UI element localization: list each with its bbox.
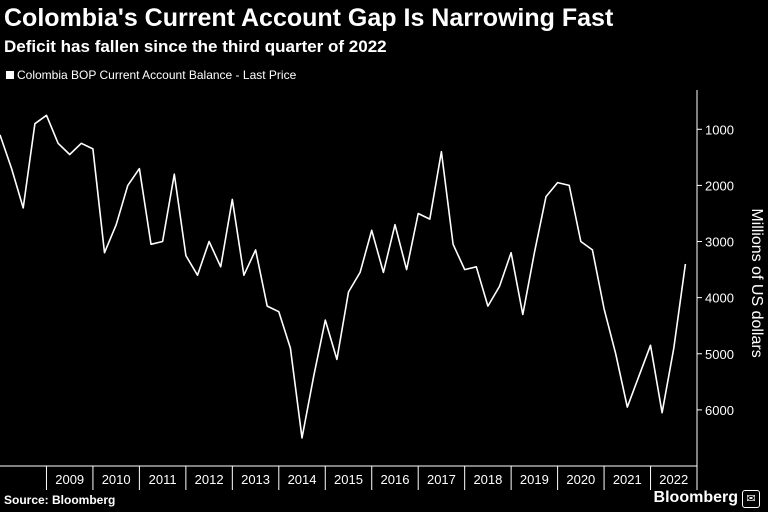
brand-logo: Bloomberg [653,489,738,506]
legend-label: Colombia BOP Current Account Balance - L… [17,68,297,82]
x-tick-label: 2012 [195,472,224,487]
y-axis-label: Millions of US dollars [748,208,765,357]
series-line [0,114,687,439]
source-note: Source: Bloomberg [4,493,116,507]
x-tick-label: 2010 [102,472,131,487]
chart-title: Colombia's Current Account Gap Is Narrow… [4,4,614,32]
y-tick-label: 5000 [705,347,734,362]
x-tick-label: 2020 [566,472,595,487]
legend: Colombia BOP Current Account Balance - L… [6,68,296,82]
x-tick-label: 2018 [473,472,502,487]
y-tick-label: 4000 [705,291,734,306]
x-tick-label: 2017 [427,472,456,487]
x-tick-label: 2015 [334,472,363,487]
x-tick-label: 2021 [613,472,642,487]
x-tick-label: 2016 [381,472,410,487]
x-tick-label: 2014 [288,472,317,487]
x-tick-label: 2022 [659,472,688,487]
y-tick-label: 2000 [705,178,734,193]
x-tick-label: 2013 [241,472,270,487]
chart-subtitle: Deficit has fallen since the third quart… [4,37,387,56]
y-tick-label: 6000 [705,403,734,418]
y-tick-label: 3000 [705,235,734,250]
legend-swatch [6,71,14,79]
y-tick-label: 1000 [705,122,734,137]
x-tick-label: 2011 [149,472,177,487]
x-tick-label: 2019 [520,472,549,487]
x-tick-label: 2009 [55,472,84,487]
brand-mark-icon: ✉ [742,490,760,508]
